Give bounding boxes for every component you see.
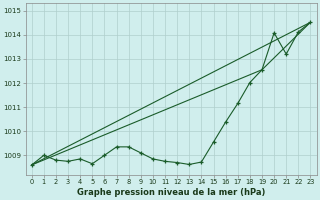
X-axis label: Graphe pression niveau de la mer (hPa): Graphe pression niveau de la mer (hPa) (77, 188, 265, 197)
